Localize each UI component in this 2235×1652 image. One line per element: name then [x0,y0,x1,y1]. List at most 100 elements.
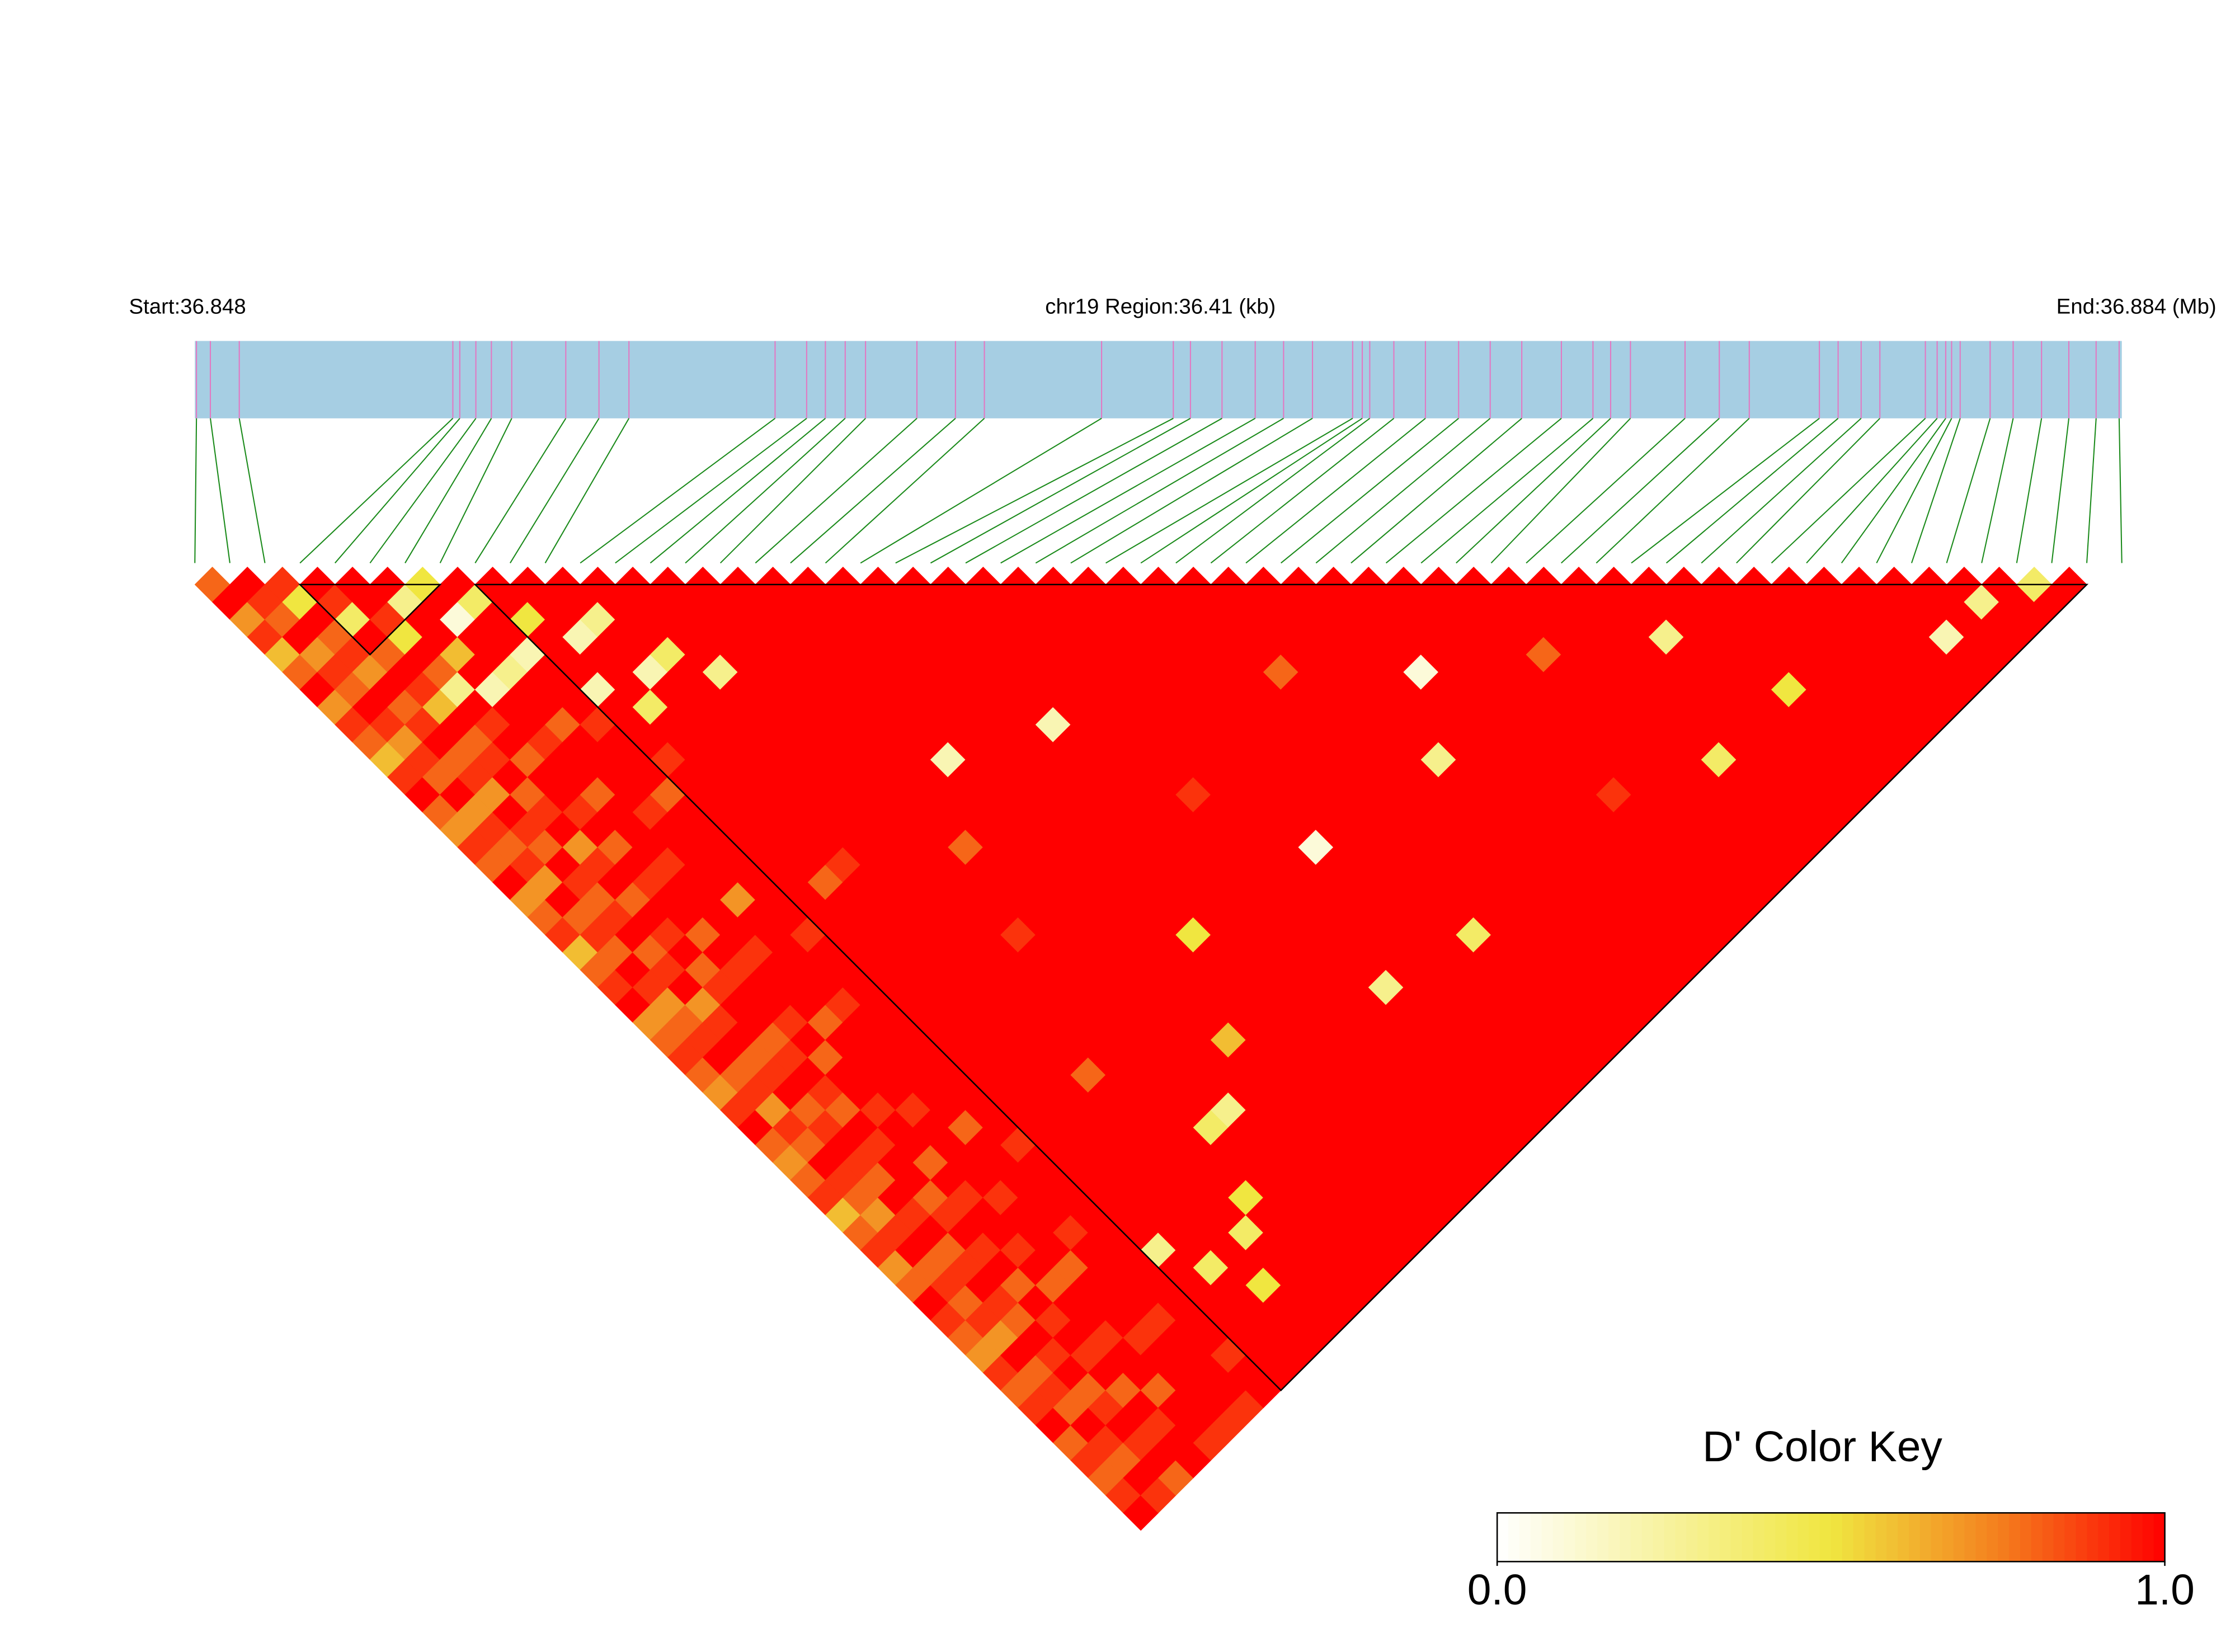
color-key-step [1998,1513,2010,1562]
snp-link [1911,418,1961,563]
region-track [195,341,2122,418]
color-key-step [1697,1513,1710,1562]
color-key-step [2087,1513,2099,1562]
color-key-step [1564,1513,1576,1562]
color-key-step [2031,1513,2043,1562]
color-key-step [2142,1513,2154,1562]
color-key-step [1975,1513,1988,1562]
color-key-step [1853,1513,1865,1562]
snp-link [1175,417,1371,564]
color-key-step [1709,1513,1720,1562]
snp-link [650,418,826,564]
color-key-step [1530,1513,1542,1562]
snp-link [1876,418,1952,563]
snp-link [2118,418,2123,563]
snp-link [860,417,1102,564]
snp-link [1946,418,1991,563]
color-key-step [1809,1513,1820,1562]
color-key-step [1641,1513,1654,1562]
snp-link [1490,418,1631,564]
snp-link [1631,417,1820,564]
color-key-step [1775,1513,1787,1562]
color-key-step [1552,1513,1565,1562]
snp-link [685,418,846,564]
color-key-step [2131,1513,2143,1562]
snp-link [755,418,917,564]
color-key-step [1898,1513,1910,1562]
snp-link [299,418,454,564]
ld-block [473,583,2089,1392]
snp-link [790,418,956,564]
snp-link [1526,418,1686,564]
color-key-step [1987,1513,1999,1562]
snp-link [238,418,266,563]
snp-link [510,418,600,563]
color-key-step [2042,1513,2054,1562]
color-key-step [1575,1513,1587,1562]
color-key-step [1786,1513,1799,1562]
snp-link [1351,418,1522,564]
color-key-step [1864,1513,1876,1562]
color-key-step [1909,1513,1921,1562]
snp-link [1315,418,1491,564]
color-key-frame [1496,1512,2166,1562]
snp-link [1841,418,1946,564]
snp-link [474,418,567,563]
color-key-step [2120,1513,2132,1562]
snp-link [1385,418,1562,564]
snp-link [2016,418,2043,563]
snp-link [1210,417,1395,564]
color-key-step [2009,1513,2021,1562]
color-key-step [1653,1513,1665,1562]
color-key-step [1798,1513,1810,1562]
snp-link [404,418,492,563]
snp-link [615,417,807,564]
snp-link [1281,418,1459,564]
snp-link [1000,417,1256,564]
snp-link [1806,418,1938,564]
color-key-step [1686,1513,1698,1562]
snp-link [895,417,1174,564]
color-key-step [1919,1513,1932,1562]
snp-link [965,417,1222,564]
ld-block [298,583,442,656]
snp-link [580,417,776,564]
snp-link [1981,418,2014,563]
color-key-step [1508,1513,1520,1562]
color-key-step [1831,1513,1843,1562]
color-key-step [2053,1513,2065,1562]
color-key-step [1519,1513,1531,1562]
color-key-tick-label: 1.0 [2135,1566,2195,1614]
color-key-step [1730,1513,1743,1562]
color-key-step [1764,1513,1776,1562]
color-key-step [2076,1513,2088,1562]
snp-link [1105,417,1353,564]
color-key-step [2153,1513,2166,1562]
color-key-step [2098,1513,2110,1562]
snp-link [1560,418,1720,564]
color-key-step [1497,1513,1509,1562]
start-label: Start:36.848 [129,295,246,319]
color-key-step [1608,1513,1620,1562]
snp-link [194,418,197,563]
region-label: chr19 Region:36.41 (kb) [1045,295,1276,319]
snp-link [335,418,460,564]
snp-link [1701,418,1862,564]
snp-link [439,418,512,563]
snp-link [369,418,477,564]
snp-link [1456,418,1611,564]
color-key-step [1664,1513,1676,1562]
color-key-step [1753,1513,1765,1562]
end-label: End:36.884 (Mb) [2057,295,2217,319]
snp-link [1070,417,1313,564]
color-key-tick-label: 0.0 [1467,1566,1527,1614]
color-key-step [1964,1513,1977,1562]
snp-link [2086,418,2097,563]
snp-link [1420,418,1594,564]
snp-link [210,418,230,563]
snp-link [1140,417,1363,564]
snp-link [1736,418,1880,564]
color-key-step [1597,1513,1610,1562]
color-key-step [1586,1513,1598,1562]
